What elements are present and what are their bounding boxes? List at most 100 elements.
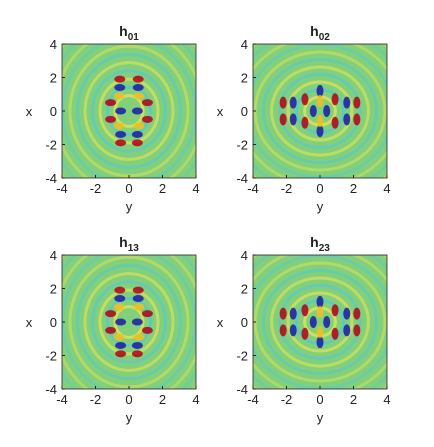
blob <box>115 318 127 326</box>
x-axis-label: y <box>317 199 324 214</box>
blob <box>131 341 143 349</box>
ring <box>98 288 160 356</box>
blob <box>115 139 127 147</box>
blob <box>316 336 324 349</box>
subplot-title: h13 <box>119 234 139 254</box>
x-tick-label: -2 <box>281 392 293 407</box>
blob <box>114 84 126 92</box>
blob <box>279 96 287 109</box>
y-tick-label: -4 <box>236 382 248 397</box>
y-tick-label: 2 <box>50 71 57 86</box>
blob <box>131 139 143 147</box>
title-subscript: 01 <box>128 32 140 43</box>
title-base: h <box>310 234 319 250</box>
blob <box>301 116 309 129</box>
blob <box>105 115 117 123</box>
blob <box>132 295 144 303</box>
y-tick-label: -2 <box>45 138 57 153</box>
blob <box>289 324 297 337</box>
blob <box>353 113 361 126</box>
ring <box>91 280 167 364</box>
blob <box>115 341 127 349</box>
y-tick-label: 0 <box>50 104 57 119</box>
title-subscript: 13 <box>128 243 140 254</box>
subplot-title: h23 <box>310 234 330 254</box>
ring <box>76 52 182 170</box>
blob <box>343 96 351 109</box>
blob <box>132 286 144 294</box>
blob <box>289 96 297 109</box>
blob <box>331 304 339 317</box>
y-tick-label: 4 <box>50 37 57 52</box>
y-tick-label: 4 <box>241 37 248 52</box>
blob <box>113 333 125 341</box>
blob <box>343 324 351 337</box>
ring <box>270 65 370 157</box>
x-tick-label: 0 <box>316 392 323 407</box>
blob <box>353 96 361 109</box>
blob <box>353 324 361 337</box>
x-axis-label: y <box>126 410 133 425</box>
blob <box>141 99 153 107</box>
y-tick-label: 0 <box>50 315 57 330</box>
title-base: h <box>119 234 128 250</box>
subplot: -4 -2 0 2 4 -4 -2 0 2 4 y x h23 <box>217 234 391 425</box>
blob <box>113 303 125 311</box>
x-tick-label: 2 <box>159 392 166 407</box>
y-tick-label: 0 <box>241 104 248 119</box>
blob <box>279 324 287 337</box>
blob <box>133 333 145 341</box>
subplot: -4 -2 0 2 4 -4 -2 0 2 4 y x h13 <box>26 234 200 425</box>
blob <box>113 92 125 100</box>
blob <box>113 122 125 130</box>
blob <box>141 326 153 334</box>
blob <box>105 99 117 107</box>
blob <box>316 305 324 318</box>
blob <box>141 115 153 123</box>
x-tick-label: 4 <box>192 392 199 407</box>
x-tick-label: -2 <box>90 181 102 196</box>
blob <box>105 326 117 334</box>
x-tick-label: 4 <box>192 181 199 196</box>
y-tick-label: 2 <box>241 71 248 86</box>
blob <box>301 327 309 340</box>
y-tick-label: 2 <box>241 282 248 297</box>
x-tick-label: 0 <box>125 392 132 407</box>
y-tick-label: -2 <box>236 138 248 153</box>
ring <box>106 296 152 348</box>
x-tick-label: -2 <box>90 392 102 407</box>
subplot-title: h02 <box>310 23 330 43</box>
ring <box>98 77 160 145</box>
x-tick-label: -4 <box>247 392 259 407</box>
blob <box>114 286 126 294</box>
x-axis-label: y <box>126 199 133 214</box>
blob <box>316 326 324 339</box>
y-tick-label: 2 <box>50 282 57 297</box>
blob <box>309 105 317 117</box>
ring <box>83 272 175 372</box>
y-tick-label: 4 <box>50 248 57 263</box>
blob <box>343 307 351 320</box>
blob <box>323 105 331 117</box>
blob <box>115 130 127 138</box>
y-tick-label: -4 <box>236 171 248 186</box>
x-tick-label: 0 <box>125 181 132 196</box>
blob <box>115 107 127 115</box>
blob <box>331 93 339 106</box>
ring <box>278 284 362 360</box>
blob <box>105 310 117 318</box>
blob <box>353 307 361 320</box>
heatmap-image <box>253 255 387 389</box>
blob <box>279 113 287 126</box>
blob <box>114 75 126 83</box>
x-tick-label: -4 <box>247 181 259 196</box>
y-tick-label: 4 <box>241 248 248 263</box>
title-base: h <box>119 23 128 39</box>
blob <box>301 304 309 317</box>
ring <box>261 269 379 375</box>
y-tick-label: -2 <box>45 349 57 364</box>
ring <box>286 80 354 142</box>
x-axis-label: y <box>317 410 324 425</box>
blob <box>343 113 351 126</box>
